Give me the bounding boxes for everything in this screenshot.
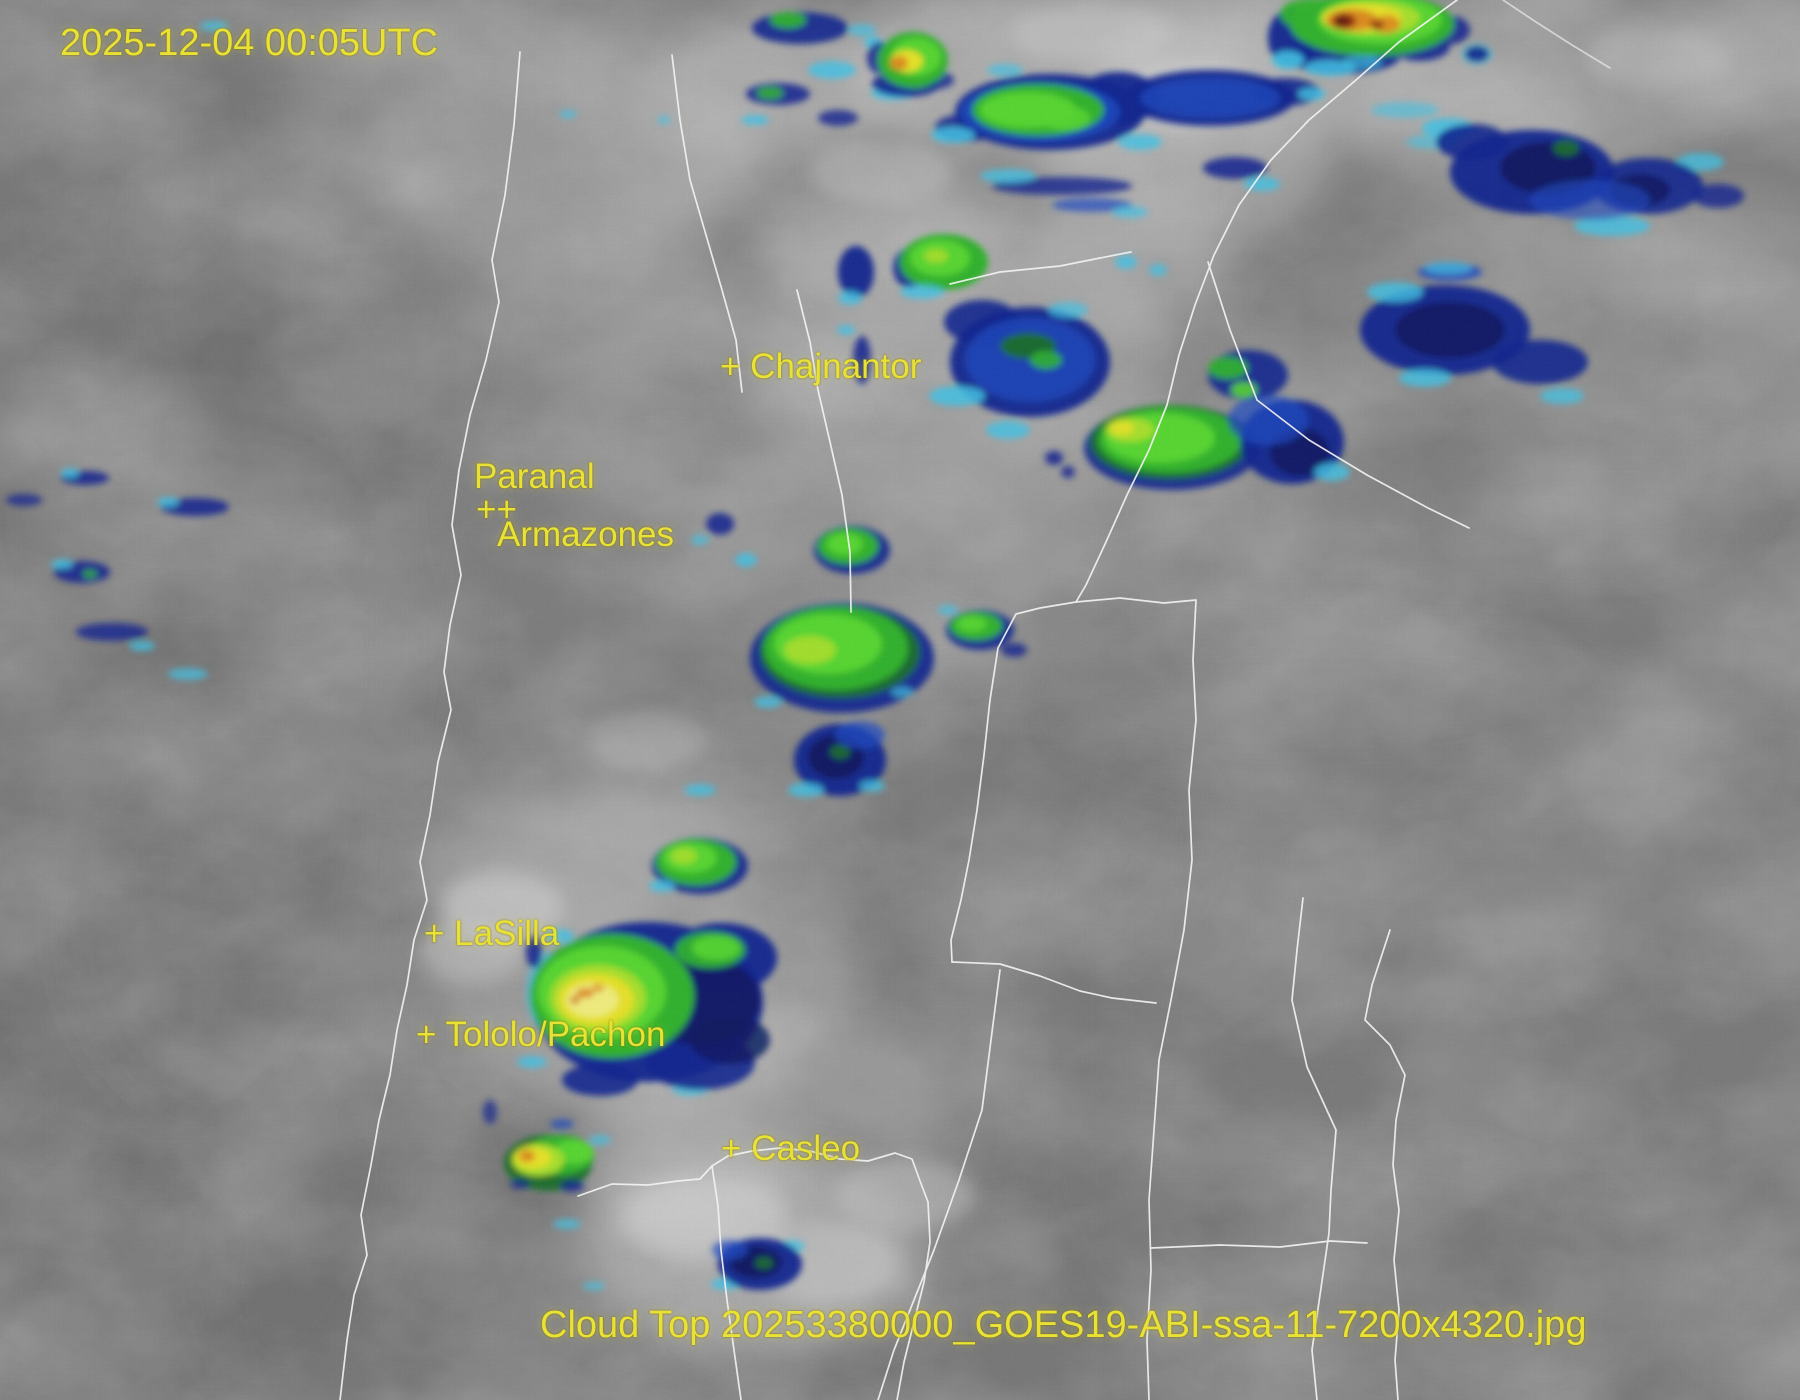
marker-lasilla: + LaSilla	[424, 914, 560, 953]
marker-armazones: Armazones	[497, 515, 675, 554]
marker-paranal-armazones-crosses: ++	[476, 490, 517, 529]
marker-casleo: + Casleo	[721, 1129, 861, 1168]
marker-tololo-pachon: + Tololo/Pachon	[416, 1015, 666, 1054]
marker-chajnantor: + Chajnantor	[720, 347, 922, 386]
timestamp-label: 2025-12-04 00:05UTC	[60, 22, 439, 64]
filename-caption: Cloud Top 20253380000_GOES19-ABI-ssa-11-…	[540, 1304, 1587, 1346]
marker-paranal: Paranal	[474, 457, 595, 496]
